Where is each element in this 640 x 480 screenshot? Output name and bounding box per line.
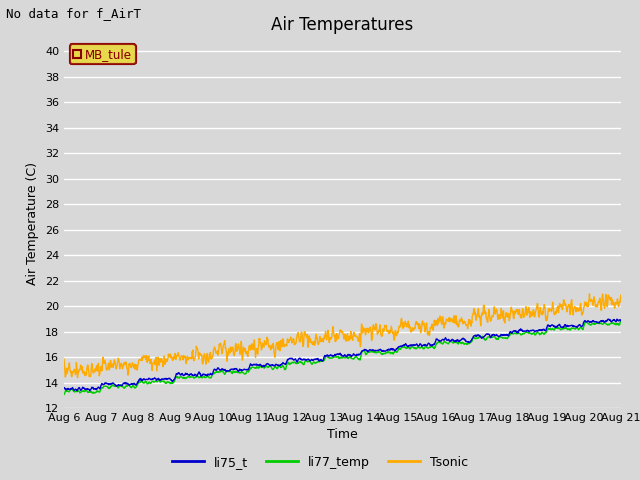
li75_t bbox=[502, 332, 509, 337]
li77_temp bbox=[246, 366, 254, 372]
li77_temp bbox=[170, 379, 178, 384]
li77_temp bbox=[60, 392, 68, 397]
li75_t bbox=[429, 342, 437, 348]
Line: li77_temp: li77_temp bbox=[64, 322, 621, 395]
li77_temp bbox=[184, 374, 191, 380]
li75_t bbox=[184, 372, 192, 378]
li75_t bbox=[551, 324, 559, 330]
li77_temp bbox=[502, 335, 509, 340]
li75_t bbox=[60, 385, 68, 391]
li75_t bbox=[246, 361, 254, 367]
Tsonic bbox=[246, 347, 254, 353]
li75_t bbox=[617, 318, 625, 324]
Tsonic bbox=[551, 311, 559, 316]
Tsonic bbox=[617, 292, 625, 298]
Y-axis label: Air Temperature (C): Air Temperature (C) bbox=[26, 162, 39, 285]
li75_t bbox=[74, 388, 81, 394]
Tsonic bbox=[60, 356, 68, 362]
Tsonic bbox=[74, 375, 81, 381]
Text: No data for f_AirT: No data for f_AirT bbox=[6, 7, 141, 20]
Line: li75_t: li75_t bbox=[64, 319, 621, 391]
Tsonic bbox=[502, 312, 509, 317]
Legend: li75_t, li77_temp, Tsonic: li75_t, li77_temp, Tsonic bbox=[167, 451, 473, 474]
Title: Air Temperatures: Air Temperatures bbox=[271, 16, 413, 34]
Tsonic bbox=[184, 356, 192, 362]
X-axis label: Time: Time bbox=[327, 429, 358, 442]
li77_temp bbox=[617, 319, 625, 324]
Legend: MB_tule: MB_tule bbox=[70, 44, 136, 64]
Tsonic bbox=[586, 291, 593, 297]
li75_t bbox=[171, 376, 179, 382]
Tsonic bbox=[429, 327, 437, 333]
Line: Tsonic: Tsonic bbox=[64, 294, 621, 378]
Tsonic bbox=[171, 352, 179, 358]
li77_temp bbox=[551, 326, 559, 332]
li75_t bbox=[605, 316, 612, 322]
li77_temp bbox=[429, 344, 436, 350]
